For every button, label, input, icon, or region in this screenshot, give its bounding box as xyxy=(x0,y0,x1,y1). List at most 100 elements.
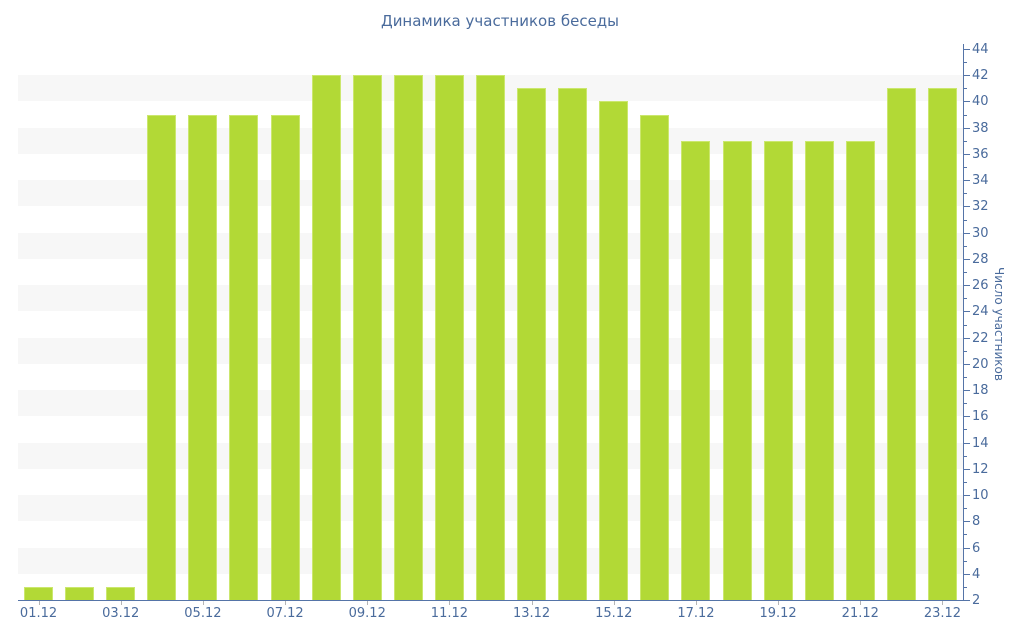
bar[interactable] xyxy=(722,140,752,600)
y-major-tick xyxy=(963,416,970,418)
x-tick-label: 19.12 xyxy=(759,606,797,621)
x-tick-label: 09.12 xyxy=(348,606,386,621)
y-major-tick xyxy=(963,363,970,365)
x-tick xyxy=(202,601,204,605)
y-major-tick xyxy=(963,495,970,497)
bar[interactable] xyxy=(434,75,464,600)
x-tick-label: 15.12 xyxy=(595,606,633,621)
x-tick xyxy=(778,601,780,605)
bar[interactable] xyxy=(681,140,711,600)
y-minor-tick xyxy=(963,508,967,510)
y-tick-label: 42 xyxy=(972,68,989,84)
y-tick-label: 38 xyxy=(972,120,989,136)
y-tick-label: 44 xyxy=(972,42,989,57)
y-tick-label: 16 xyxy=(972,409,989,425)
x-tick xyxy=(942,601,944,605)
bar[interactable] xyxy=(845,140,875,600)
x-tick xyxy=(38,601,40,605)
y-minor-tick xyxy=(963,88,967,90)
bar[interactable] xyxy=(558,88,588,600)
y-tick-label: 30 xyxy=(972,225,989,241)
bar[interactable] xyxy=(763,140,793,600)
y-axis-line xyxy=(963,44,964,601)
y-minor-tick xyxy=(963,560,967,562)
x-tick-label: 21.12 xyxy=(841,606,879,621)
y-tick-label: 2 xyxy=(972,593,981,608)
bar[interactable] xyxy=(188,114,218,600)
bar[interactable] xyxy=(476,75,505,600)
x-tick-label: 13.12 xyxy=(512,606,551,621)
y-major-tick xyxy=(963,600,970,601)
bar[interactable] xyxy=(24,586,54,600)
bar[interactable] xyxy=(147,114,177,600)
y-major-tick xyxy=(963,521,970,523)
y-major-tick xyxy=(963,285,970,287)
x-tick-label: 07.12 xyxy=(266,606,304,621)
y-tick-label: 18 xyxy=(972,383,989,399)
y-minor-tick xyxy=(963,140,967,142)
y-minor-tick xyxy=(963,350,967,352)
y-tick-label: 14 xyxy=(972,435,989,451)
y-major-tick xyxy=(963,468,970,470)
bar[interactable] xyxy=(517,88,547,600)
x-tick-label: 11.12 xyxy=(430,606,469,621)
y-major-tick xyxy=(963,101,970,103)
bar[interactable] xyxy=(311,75,341,600)
x-axis-line xyxy=(18,600,964,601)
x-tick-label: 05.12 xyxy=(184,606,222,621)
y-major-tick xyxy=(963,390,970,392)
bar[interactable] xyxy=(804,140,834,600)
y-minor-tick xyxy=(963,324,967,326)
x-tick xyxy=(449,601,451,605)
y-major-tick xyxy=(963,337,970,339)
y-tick-label: 24 xyxy=(972,304,989,320)
x-tick-label: 17.12 xyxy=(677,606,715,621)
x-tick xyxy=(285,601,287,605)
bar[interactable] xyxy=(65,586,95,600)
y-tick-label: 12 xyxy=(972,461,989,477)
y-major-tick xyxy=(963,258,970,260)
y-minor-tick xyxy=(963,298,967,300)
bar[interactable] xyxy=(393,75,423,600)
bar[interactable] xyxy=(599,101,629,600)
y-minor-tick xyxy=(963,62,967,64)
y-tick-label: 40 xyxy=(972,94,989,110)
y-major-tick xyxy=(963,573,970,575)
bar[interactable] xyxy=(229,114,259,600)
y-major-tick xyxy=(963,232,970,234)
y-tick-label: 6 xyxy=(972,540,981,556)
bar[interactable] xyxy=(106,586,136,600)
y-minor-tick xyxy=(963,376,967,378)
y-minor-tick xyxy=(963,245,967,247)
bar[interactable] xyxy=(352,75,382,600)
x-tick xyxy=(860,601,862,605)
y-tick-label: 32 xyxy=(972,199,989,215)
y-axis-title: Число участников xyxy=(992,267,1006,381)
x-tick-label: 03.12 xyxy=(102,606,140,621)
y-major-tick xyxy=(963,206,970,208)
y-minor-tick xyxy=(963,534,967,536)
y-minor-tick xyxy=(963,114,967,116)
y-tick-label: 10 xyxy=(972,488,989,504)
bar[interactable] xyxy=(886,88,916,600)
y-tick-label: 28 xyxy=(972,251,989,267)
y-tick-label: 36 xyxy=(972,146,989,162)
bar[interactable] xyxy=(927,88,957,600)
x-tick xyxy=(613,601,615,605)
y-tick-label: 26 xyxy=(972,278,989,294)
bar[interactable] xyxy=(270,114,300,600)
y-major-tick xyxy=(963,127,970,129)
y-minor-tick xyxy=(963,586,967,588)
chart-title: Динамика участников беседы xyxy=(380,12,620,30)
y-major-tick xyxy=(963,442,970,444)
y-major-tick xyxy=(963,180,970,182)
y-tick-label: 34 xyxy=(972,173,989,189)
y-major-tick xyxy=(963,547,970,549)
x-tick xyxy=(120,601,122,605)
y-tick-label: 8 xyxy=(972,514,981,530)
y-major-tick xyxy=(963,49,970,50)
y-minor-tick xyxy=(963,272,967,274)
bar[interactable] xyxy=(640,114,670,600)
